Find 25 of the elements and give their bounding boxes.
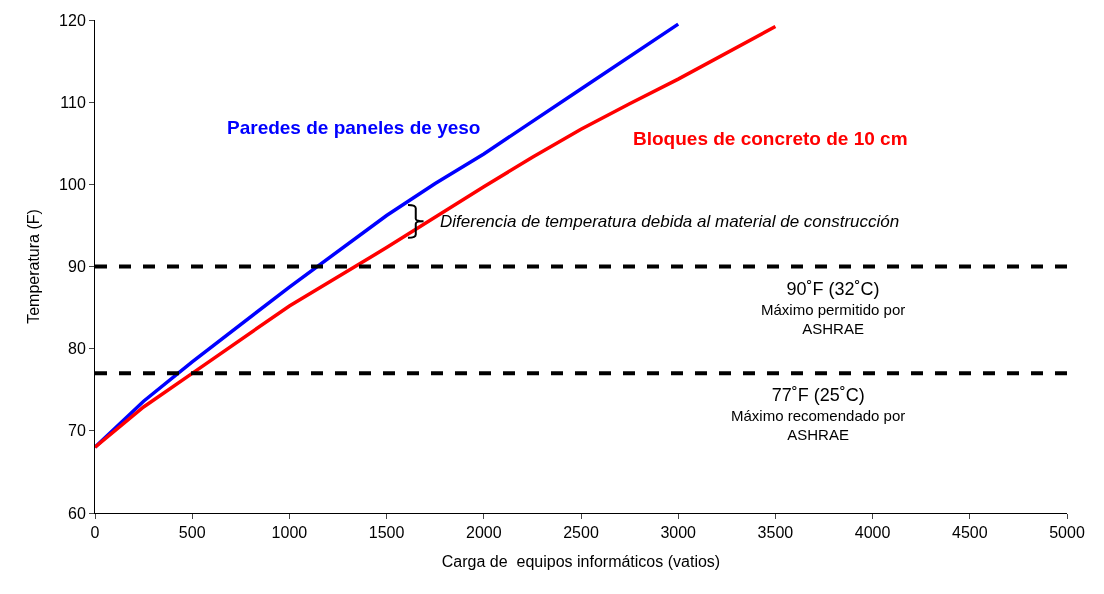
y-tick-label: 90 <box>68 258 86 276</box>
x-tick-label: 5000 <box>1049 524 1085 542</box>
y-tick-label: 60 <box>68 504 86 522</box>
y-tick-label: 100 <box>59 175 86 193</box>
x-tick-label: 500 <box>178 524 206 542</box>
annotation: Diferencia de temperatura debida al material de construcción <box>440 212 900 231</box>
ref-line-label: 90˚F (32˚C) Máximo permitido por ASHRAE <box>761 279 906 337</box>
x-tick-label: 2500 <box>563 524 599 542</box>
x-tick-label: 2000 <box>466 524 502 542</box>
ref-line-label: 77˚F (25˚C) Máximo recomendado por ASHRAE <box>731 385 906 443</box>
x-axis-title: Carga de equipos informáticos (vatios) <box>441 552 721 570</box>
series-label: Bloques de concreto de 10 cm <box>633 128 908 149</box>
x-tick-label: 3000 <box>660 524 697 542</box>
x-tick-label: 4500 <box>952 524 988 542</box>
y-axis-title: Temperatura (F) <box>25 209 42 324</box>
x-tick-label: 1000 <box>271 524 308 542</box>
y-tick-label: 120 <box>59 11 86 29</box>
y-tick-label: 70 <box>68 422 86 440</box>
x-tick-label: 1500 <box>368 524 405 542</box>
y-tick-label: 110 <box>60 93 86 111</box>
series-label: Paredes de paneles de yeso <box>227 117 481 138</box>
x-tick-label: 3500 <box>757 524 794 542</box>
x-tick-label: 0 <box>90 524 100 542</box>
x-tick-label: 4000 <box>854 524 891 542</box>
y-tick-label: 80 <box>68 340 86 358</box>
